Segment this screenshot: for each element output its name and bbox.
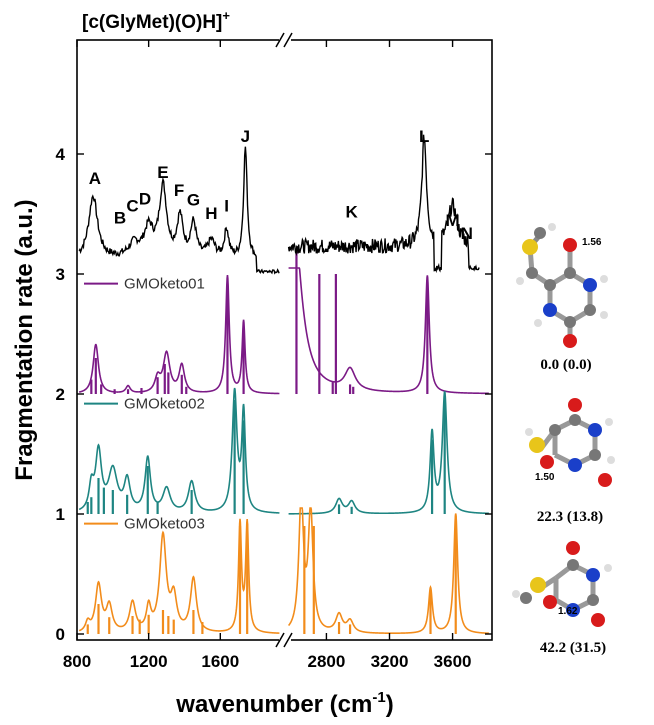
y-axis-label: Fragmentation rate (a.u.) <box>11 199 38 480</box>
series-GMOketo02-left-line <box>78 387 280 514</box>
peak-label-D: D <box>139 189 151 208</box>
molecule-structure-1: 1.56 <box>516 223 608 348</box>
peak-label-J: J <box>241 127 250 146</box>
peak-label-K: K <box>346 203 359 222</box>
bond-length-3: 1.62 <box>558 606 578 617</box>
x-tick-label: 3200 <box>371 652 409 671</box>
legend-label-GMOketo02: GMOketo02 <box>124 396 205 413</box>
peak-label-M: M <box>445 211 459 230</box>
y-tick-label: 0 <box>56 625 65 644</box>
x-tick-label: 1200 <box>130 652 168 671</box>
series-GMOketo03-left-line <box>78 518 280 634</box>
series-GMOketo01-left-line <box>78 275 280 395</box>
axis-break-mark <box>283 32 293 48</box>
chart-title: [c(GlyMet)(O)H]+ <box>82 8 230 33</box>
peak-label-A: A <box>89 169 101 188</box>
peak-label-H: H <box>205 204 217 223</box>
peak-label-N: N <box>461 224 473 243</box>
y-tick-label: 4 <box>56 145 66 164</box>
x-tick-label: 1600 <box>201 652 239 671</box>
series-group: GMOketo01 GMOketo02 GMOketo03 <box>78 134 489 635</box>
experimental-right-line <box>287 134 480 274</box>
peak-label-C: C <box>126 197 138 216</box>
y-tick-label: 1 <box>56 505 65 524</box>
x-tick-label: 2800 <box>308 652 346 671</box>
axis-break-mark <box>283 632 293 648</box>
peak-label-B: B <box>114 209 126 228</box>
axis-break-divider <box>283 48 287 632</box>
experimental-left-line <box>78 146 280 275</box>
y-tick-label: 3 <box>56 265 65 284</box>
x-axis-label: wavenumber (cm-1) <box>175 689 393 718</box>
energy-label-1: 0.0 (0.0) <box>540 357 591 373</box>
peak-label-I: I <box>224 197 229 216</box>
y-tick-label: 2 <box>56 385 65 404</box>
series-GMOketo01-right-line <box>288 267 489 395</box>
series-GMOketo03-right-line <box>287 507 489 635</box>
axis-break-mark <box>275 632 285 648</box>
axis-break-group <box>275 32 293 648</box>
peak-label-G: G <box>187 191 200 210</box>
molecule-structure-2: 1.50 <box>525 398 615 487</box>
series-GMOketo02-right-line <box>288 391 489 515</box>
molecule-structure-3: 1.62 <box>512 541 612 627</box>
energy-label-3: 42.2 (31.5) <box>540 640 606 656</box>
peak-label-E: E <box>157 163 168 182</box>
x-tick-label: 800 <box>63 652 91 671</box>
bond-length-1: 1.56 <box>582 237 602 248</box>
energy-label-2: 22.3 (13.8) <box>537 509 603 525</box>
bond-length-2: 1.50 <box>535 472 555 483</box>
axis-break-mark <box>275 32 285 48</box>
x-tick-label: 3600 <box>434 652 472 671</box>
peak-label-F: F <box>174 181 184 200</box>
peak-label-L: L <box>419 127 429 146</box>
legend-label-GMOketo01: GMOketo01 <box>124 276 205 293</box>
ticks-group: 0 1 2 3 4 800 1200 1600 2800 3200 3600 <box>56 40 492 671</box>
legend-label-GMOketo03: GMOketo03 <box>124 516 205 533</box>
